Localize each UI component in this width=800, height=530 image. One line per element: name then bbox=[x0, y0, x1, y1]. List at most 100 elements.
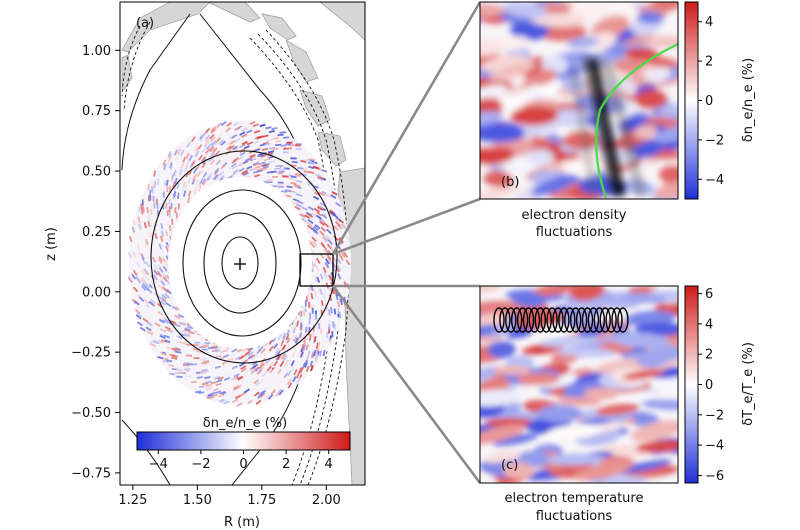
turbulence-streak bbox=[288, 177, 295, 181]
density-blob bbox=[537, 111, 588, 132]
turbulence-streak bbox=[166, 209, 169, 216]
turbulence-streak bbox=[183, 334, 191, 338]
turbulence-streak bbox=[208, 145, 215, 152]
density-blob bbox=[633, 125, 658, 139]
turbulence-streak bbox=[268, 345, 274, 352]
turbulence-streak bbox=[156, 179, 160, 186]
turbulence-streak bbox=[282, 136, 290, 139]
turbulence-streak bbox=[172, 160, 176, 168]
turbulence-streak bbox=[273, 127, 280, 131]
turbulence-streak bbox=[336, 223, 343, 230]
turbulence-streak bbox=[328, 294, 333, 301]
turbulence-streak bbox=[313, 195, 320, 201]
turbulence-streak bbox=[231, 164, 238, 170]
turbulence-streak bbox=[228, 152, 235, 158]
panel-c-frame bbox=[479, 285, 679, 484]
turbulence-streak bbox=[247, 399, 254, 405]
turbulence-streak bbox=[282, 175, 289, 178]
density-blob bbox=[634, 89, 668, 109]
turbulence-streak bbox=[136, 312, 143, 318]
turbulence-streak bbox=[227, 366, 235, 371]
density-blob bbox=[502, 2, 548, 19]
turbulence-streak bbox=[232, 121, 239, 127]
turbulence-streak bbox=[325, 258, 330, 265]
turbulence-streak bbox=[158, 243, 163, 250]
turbulence-streak bbox=[319, 230, 325, 236]
turbulence-streak bbox=[321, 168, 328, 173]
turbulence-streak bbox=[253, 129, 261, 134]
turbulence-streak bbox=[252, 353, 259, 360]
turbulence-streak bbox=[330, 238, 336, 245]
turbulence-streak bbox=[204, 376, 211, 379]
turbulence-streak bbox=[298, 317, 302, 324]
turbulence-streak bbox=[291, 160, 298, 164]
turbulence-streak bbox=[212, 396, 220, 401]
turbulence-streak bbox=[166, 185, 169, 193]
turbulence-streak bbox=[304, 300, 307, 307]
turbulence-streak bbox=[299, 322, 303, 329]
turbulence-streak bbox=[264, 142, 271, 147]
turbulence-streak bbox=[166, 346, 173, 350]
turbulence-streak bbox=[138, 223, 142, 230]
turbulence-streak bbox=[272, 173, 279, 176]
turbulence-streak bbox=[322, 293, 326, 300]
turbulence-streak bbox=[171, 356, 178, 360]
turbulence-streak bbox=[218, 398, 225, 403]
turbulence-streak bbox=[256, 157, 263, 162]
turbulence-streak bbox=[302, 344, 307, 352]
turbulence-streak bbox=[325, 331, 329, 339]
turbulence-streak bbox=[151, 256, 157, 263]
turbulence-streak bbox=[135, 314, 142, 320]
turbulence-streak bbox=[287, 370, 292, 377]
turbulence-streak bbox=[307, 301, 311, 308]
turbulence-streak bbox=[274, 347, 280, 354]
turbulence-streak bbox=[298, 367, 303, 374]
turbulence-streak bbox=[319, 220, 325, 226]
turbulence-streak bbox=[332, 321, 335, 328]
turbulence-streak bbox=[140, 278, 146, 285]
turbulence-streak bbox=[234, 126, 241, 132]
turbulence-streak bbox=[142, 317, 149, 323]
turbulence-streak bbox=[230, 376, 237, 381]
turbulence-streak bbox=[231, 348, 238, 353]
turbulence-streak bbox=[156, 203, 159, 210]
turbulence-streak bbox=[303, 170, 310, 174]
turbulence-streak bbox=[287, 382, 293, 389]
turbulence-streak bbox=[339, 255, 344, 262]
turbulence-streak bbox=[153, 269, 159, 276]
turbulence-streak bbox=[162, 359, 169, 364]
turbulence-streak bbox=[179, 169, 183, 176]
turbulence-streak bbox=[277, 341, 283, 348]
ece-volume bbox=[575, 307, 588, 333]
turbulence-streak bbox=[297, 200, 304, 205]
turbulence-streak bbox=[145, 279, 151, 286]
turbulence-streak bbox=[241, 170, 248, 176]
turbulence-streak bbox=[190, 136, 196, 143]
turbulence-streak bbox=[199, 169, 205, 176]
turbulence-streak bbox=[163, 334, 170, 339]
panel-c-label: (c) bbox=[501, 458, 518, 473]
turbulence-streak bbox=[317, 175, 324, 180]
density-blob bbox=[530, 174, 579, 197]
turbulence-streak bbox=[150, 208, 153, 216]
turbulence-streak bbox=[144, 275, 150, 282]
turbulence-streak bbox=[174, 212, 177, 219]
turbulence-streak bbox=[163, 180, 167, 187]
turbulence-streak bbox=[153, 202, 156, 209]
turbulence-streak bbox=[186, 354, 193, 357]
turbulence-streak bbox=[308, 333, 312, 341]
turbulence-streak bbox=[309, 158, 316, 162]
panel-c-colorbar bbox=[684, 285, 699, 484]
turbulence-streak bbox=[159, 333, 166, 338]
turbulence-streak bbox=[339, 224, 346, 230]
turbulence-streak bbox=[311, 307, 314, 314]
turbulence-streak bbox=[310, 187, 317, 192]
turbulence-streak bbox=[174, 360, 181, 363]
turbulence-streak bbox=[212, 174, 218, 181]
turbulence-streak bbox=[218, 170, 224, 177]
turbulence-streak bbox=[177, 146, 182, 153]
turbulence-streak bbox=[307, 213, 314, 218]
turbulence-streak bbox=[311, 189, 318, 194]
density-blob bbox=[658, 165, 678, 186]
